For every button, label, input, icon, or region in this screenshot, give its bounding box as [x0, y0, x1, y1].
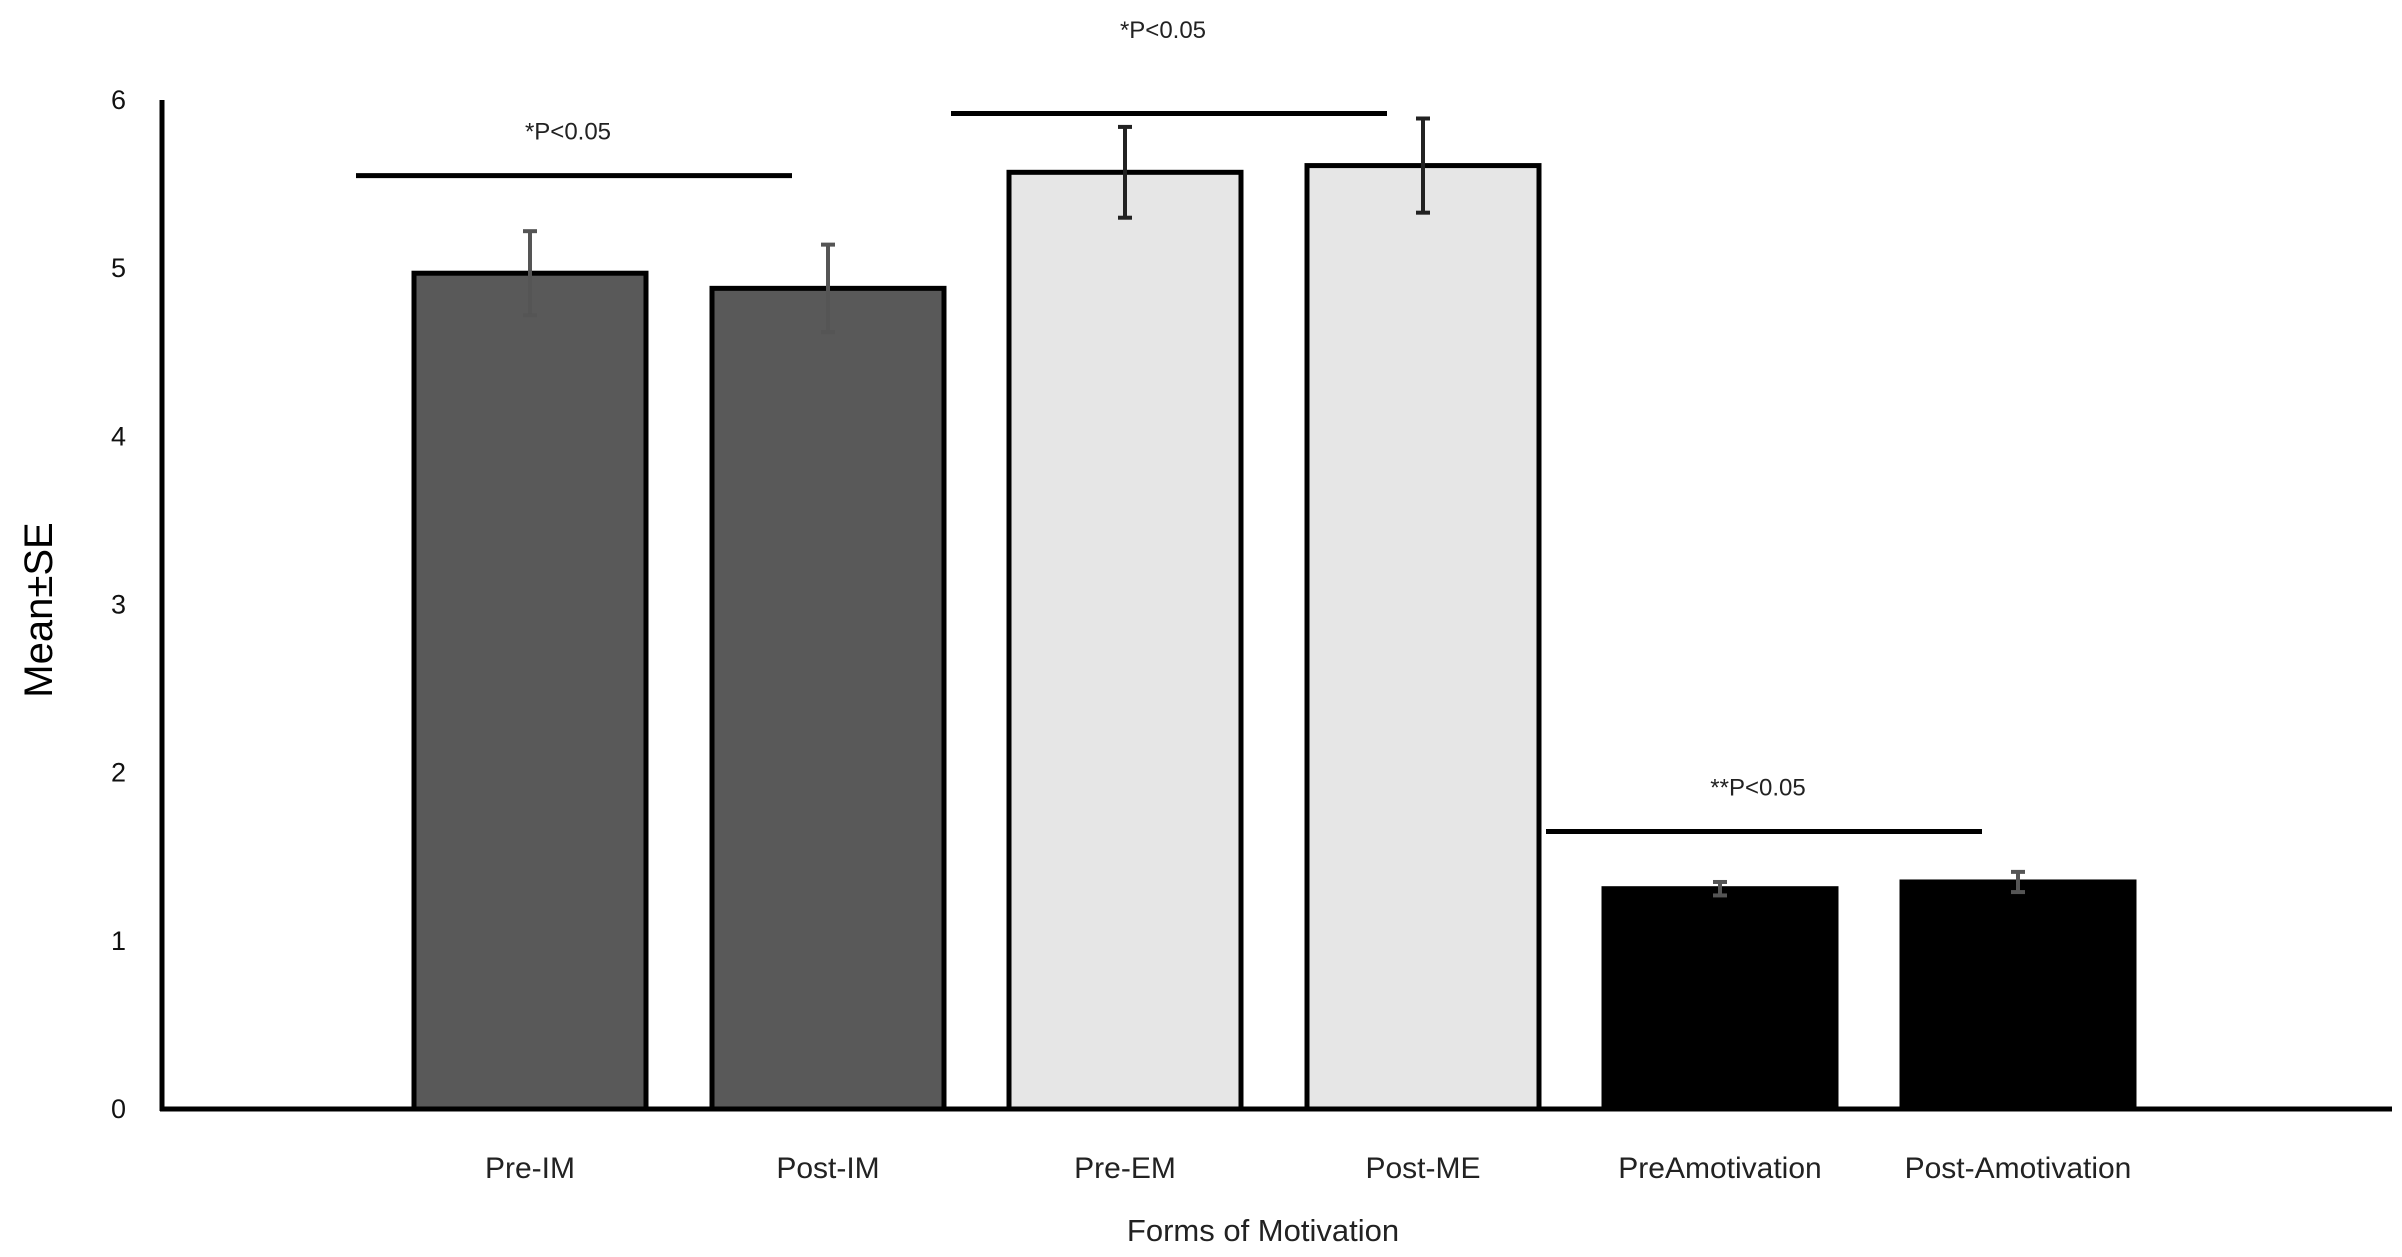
significance-label-0: *P<0.05	[525, 119, 611, 146]
error-bars-group	[523, 116, 2025, 898]
y-tick-label-5: 5	[111, 253, 126, 283]
x-tick-label-1: Post-IM	[776, 1152, 879, 1185]
bars-group	[411, 163, 2137, 1112]
significance-group: *P<0.05 *P<0.05 **P<0.05	[356, 17, 1982, 835]
bar-4	[1601, 886, 1839, 1112]
y-tick-label-3: 3	[111, 590, 126, 620]
x-tick-label-0: Pre-IM	[485, 1152, 575, 1185]
y-tick-label-6: 6	[111, 85, 126, 115]
x-tick-label-4: PreAmotivation	[1618, 1152, 1821, 1185]
bar-5	[1899, 879, 2137, 1112]
axes-group	[159, 100, 2392, 1112]
y-axis-title: Mean±SE	[17, 522, 61, 697]
significance-label-2: **P<0.05	[1710, 775, 1805, 802]
y-tick-labels: 0 1 2 3 4 5 6	[111, 85, 126, 1124]
bar-1	[709, 285, 947, 1112]
x-tick-label-3: Post-ME	[1365, 1152, 1480, 1185]
bar-2	[1006, 169, 1244, 1112]
y-tick-label-4: 4	[111, 421, 126, 451]
significance-label-1: *P<0.05	[1120, 17, 1206, 44]
y-tick-label-2: 2	[111, 758, 126, 788]
x-tick-labels: Pre-IM Post-IM Pre-EM Post-ME PreAmotivation…	[485, 1152, 2131, 1185]
x-tick-label-2: Pre-EM	[1074, 1152, 1176, 1185]
bar-3	[1304, 163, 1542, 1112]
x-axis-title: Forms of Motivation	[1127, 1213, 1399, 1248]
y-tick-label-1: 1	[111, 926, 126, 956]
bar-0	[411, 270, 649, 1112]
x-tick-label-5: Post-Amotivation	[1905, 1152, 2132, 1185]
y-tick-label-0: 0	[111, 1094, 126, 1124]
